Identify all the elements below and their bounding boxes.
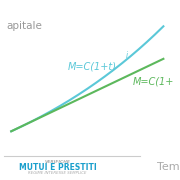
Text: M=C(1+t): M=C(1+t) [67,62,116,72]
Text: i: i [126,51,128,60]
Text: M=C(1+: M=C(1+ [133,76,174,86]
Text: Tem: Tem [157,162,179,172]
Text: REGIME INTERESSE SEMPLICE: REGIME INTERESSE SEMPLICE [28,171,87,175]
Text: MUTUI E PRESTITI: MUTUI E PRESTITI [19,163,96,172]
Text: VERIFICHE: VERIFICHE [45,160,71,164]
Text: apitale: apitale [7,21,42,31]
